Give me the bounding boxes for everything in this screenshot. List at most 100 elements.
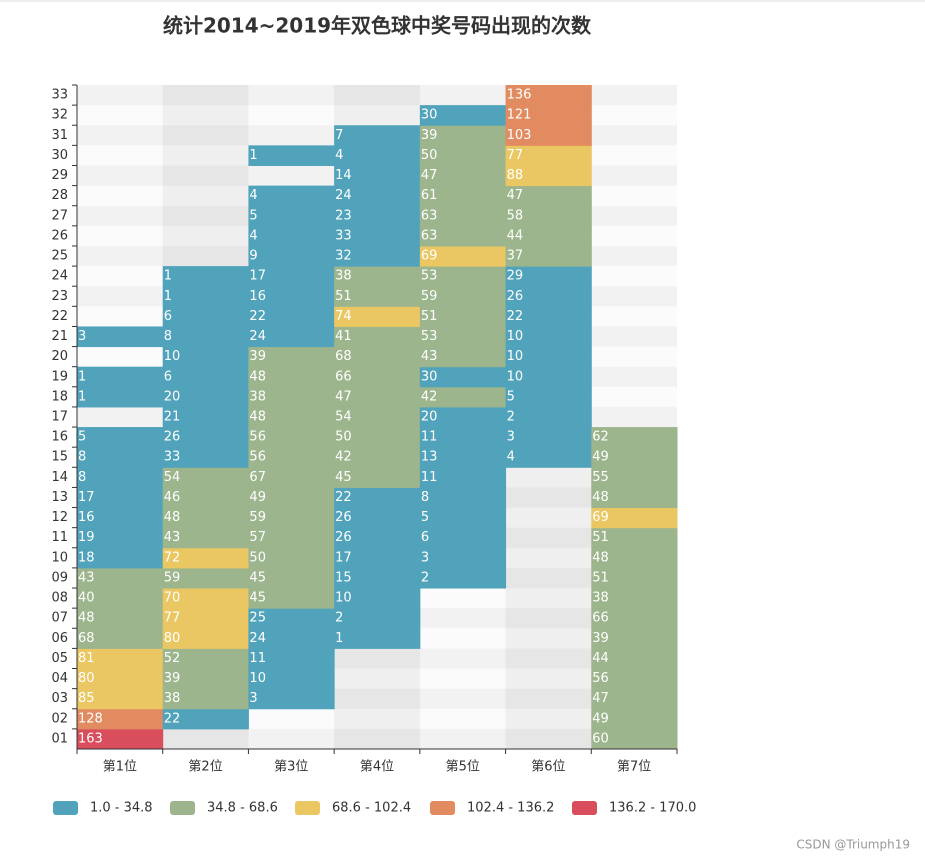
- heat-cell: [591, 547, 678, 569]
- cell-label: 50: [421, 148, 438, 163]
- cell-label: 30: [421, 108, 438, 123]
- heat-cell: [419, 286, 507, 307]
- heat-cell: [419, 406, 507, 428]
- heat-cell: [505, 406, 592, 428]
- heat-cell: [505, 326, 592, 348]
- heat-cell: [162, 547, 249, 569]
- cell-label: 38: [164, 691, 181, 706]
- cell-label: 44: [592, 651, 609, 666]
- cell-label: 3: [78, 329, 86, 344]
- heat-cell: [591, 628, 678, 649]
- y-tick-label: 33: [51, 88, 68, 103]
- heat-cell: [505, 447, 592, 468]
- heat-cell: [334, 366, 421, 388]
- heat-cell: [162, 306, 249, 327]
- heat-cell: [505, 366, 592, 388]
- y-tick-label: 21: [51, 329, 68, 344]
- cell-label: 136: [507, 88, 532, 103]
- x-tick-label: 第2位: [188, 760, 222, 775]
- heat-cell: [505, 105, 592, 126]
- heat-cell: [248, 346, 335, 368]
- cell-label: 38: [592, 591, 609, 606]
- heat-cell: [419, 326, 507, 348]
- heat-cell: [248, 527, 335, 549]
- heat-cell: [77, 547, 164, 569]
- heat-cell: [334, 386, 421, 408]
- heat-cell: [162, 266, 249, 287]
- cell-label: 20: [421, 410, 438, 425]
- cell-label: 121: [507, 108, 532, 123]
- heat-cell: [591, 447, 678, 468]
- cell-label: 74: [335, 309, 352, 324]
- heat-cell: [248, 406, 335, 428]
- heat-cell: [505, 386, 592, 408]
- heat-cell: [77, 608, 164, 629]
- cell-label: 59: [164, 570, 181, 585]
- cell-label: 24: [249, 631, 266, 646]
- heat-cell: [419, 467, 507, 488]
- cell-label: 48: [592, 550, 609, 565]
- heat-cell: [591, 467, 678, 488]
- cell-label: 6: [164, 369, 172, 384]
- legend-swatch: [53, 801, 78, 815]
- heat-cell: [162, 608, 249, 629]
- cell-label: 49: [249, 490, 266, 505]
- heat-cell: [505, 85, 592, 106]
- split-area-row: [77, 728, 677, 749]
- legend-label: 1.0 - 34.8: [90, 801, 153, 816]
- heat-cell: [591, 588, 678, 609]
- cell-label: 10: [335, 591, 352, 606]
- cell-label: 10: [507, 329, 524, 344]
- cell-label: 17: [249, 269, 266, 284]
- y-tick-label: 17: [51, 410, 68, 425]
- heat-cell: [591, 487, 678, 509]
- heat-cell: [248, 588, 335, 609]
- cell-label: 48: [164, 510, 181, 525]
- y-tick-label: 19: [51, 369, 68, 384]
- heat-cell: [505, 145, 592, 166]
- heat-cell: [505, 185, 592, 207]
- heat-cell: [591, 527, 678, 549]
- heat-cell: [334, 185, 421, 207]
- cell-label: 68: [335, 349, 352, 364]
- heat-cell: [77, 728, 164, 750]
- cell-label: 63: [421, 208, 438, 223]
- legend-swatch: [295, 801, 320, 815]
- heat-cell: [248, 688, 335, 710]
- heat-cell: [419, 427, 507, 448]
- legend-swatch: [430, 801, 455, 815]
- x-tick-label: 第5位: [446, 760, 480, 775]
- heat-cell: [334, 245, 421, 267]
- cell-label: 128: [78, 711, 103, 726]
- heat-cell: [77, 386, 164, 408]
- heat-cell: [419, 145, 507, 166]
- heat-cell: [248, 245, 335, 267]
- cell-label: 47: [421, 168, 438, 183]
- heat-cell: [334, 588, 421, 609]
- cell-label: 17: [78, 490, 95, 505]
- cell-label: 17: [335, 550, 352, 565]
- heat-cell: [334, 145, 421, 166]
- cell-label: 11: [249, 651, 266, 666]
- cell-label: 4: [249, 188, 257, 203]
- heat-cell: [162, 668, 249, 690]
- y-tick-label: 09: [51, 570, 68, 585]
- cell-label: 59: [249, 510, 266, 525]
- cell-label: 41: [335, 329, 352, 344]
- heat-cell: [162, 688, 249, 710]
- cell-label: 42: [335, 450, 352, 465]
- heat-cell: [591, 427, 678, 448]
- cell-label: 66: [592, 611, 609, 626]
- cell-label: 58: [507, 208, 524, 223]
- cell-label: 15: [335, 570, 352, 585]
- cell-label: 10: [164, 349, 181, 364]
- cell-label: 18: [78, 550, 95, 565]
- heat-cell: [77, 567, 164, 589]
- cell-label: 2: [421, 570, 429, 585]
- heat-cell: [334, 286, 421, 307]
- heat-cell: [334, 527, 421, 549]
- y-tick-label: 25: [51, 249, 68, 264]
- cell-label: 88: [507, 168, 524, 183]
- cell-label: 23: [335, 208, 352, 223]
- heat-cell: [419, 447, 507, 468]
